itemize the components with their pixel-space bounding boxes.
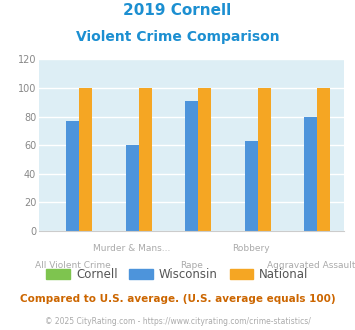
Text: Murder & Mans...: Murder & Mans... — [93, 244, 171, 253]
Bar — [245, 141, 258, 231]
Text: Violent Crime Comparison: Violent Crime Comparison — [76, 30, 279, 44]
Bar — [317, 88, 331, 231]
Bar — [139, 88, 152, 231]
Bar — [66, 121, 79, 231]
Text: 2019 Cornell: 2019 Cornell — [124, 3, 231, 18]
Text: Rape: Rape — [180, 261, 203, 270]
Text: Aggravated Assault: Aggravated Assault — [267, 261, 355, 270]
Text: Robbery: Robbery — [233, 244, 270, 253]
Text: All Violent Crime: All Violent Crime — [35, 261, 110, 270]
Bar — [185, 101, 198, 231]
Bar — [126, 145, 139, 231]
Bar — [79, 88, 92, 231]
Text: Compared to U.S. average. (U.S. average equals 100): Compared to U.S. average. (U.S. average … — [20, 294, 335, 304]
Text: © 2025 CityRating.com - https://www.cityrating.com/crime-statistics/: © 2025 CityRating.com - https://www.city… — [45, 317, 310, 326]
Bar — [258, 88, 271, 231]
Bar — [304, 116, 317, 231]
Legend: Cornell, Wisconsin, National: Cornell, Wisconsin, National — [42, 263, 313, 286]
Bar — [198, 88, 211, 231]
